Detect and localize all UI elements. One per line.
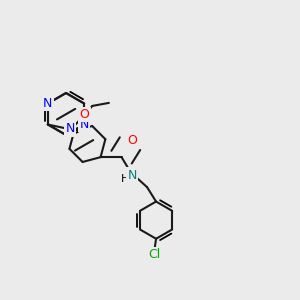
Text: H: H <box>121 174 129 184</box>
Text: O: O <box>128 134 137 147</box>
Text: N: N <box>43 97 52 110</box>
Text: N: N <box>128 169 137 182</box>
Text: Cl: Cl <box>148 248 161 261</box>
Text: N: N <box>66 122 75 136</box>
Text: O: O <box>80 108 89 121</box>
Text: N: N <box>80 118 89 131</box>
